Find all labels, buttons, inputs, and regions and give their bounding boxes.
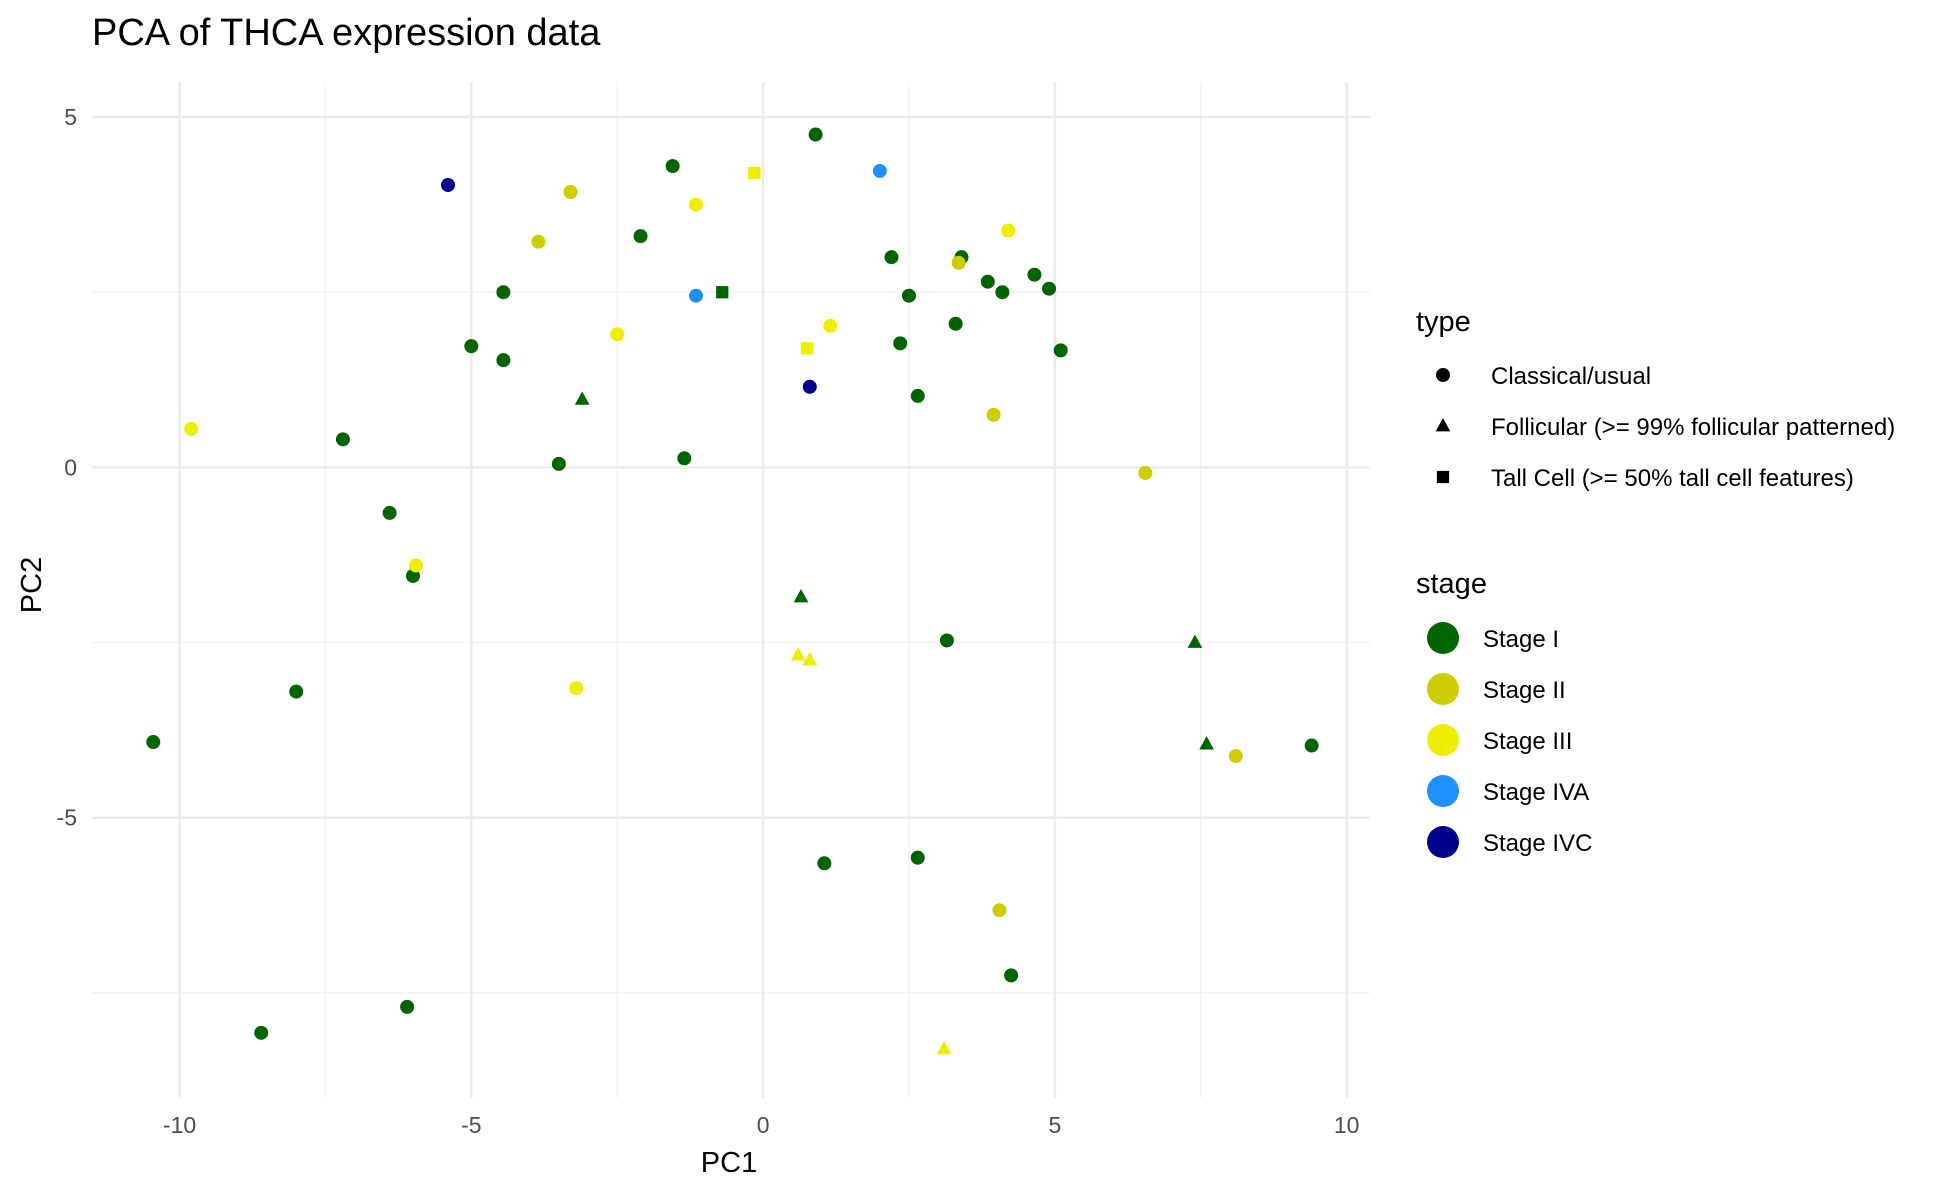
data-point: [716, 286, 729, 299]
legend-stage-key: [1427, 673, 1459, 705]
y-tick-label: 5: [64, 104, 77, 130]
data-point: [948, 316, 963, 331]
data-point: [992, 903, 1007, 918]
x-tick-label: 5: [1048, 1112, 1061, 1138]
data-point: [574, 391, 590, 405]
data-point: [633, 229, 648, 244]
data-point: [1228, 749, 1243, 764]
data-point: [688, 288, 703, 303]
data-point: [551, 456, 566, 471]
data-point: [995, 285, 1010, 300]
data-point: [289, 684, 304, 699]
chart-title: PCA of THCA expression data: [92, 12, 601, 54]
data-point: [440, 178, 455, 193]
data-point: [464, 339, 479, 354]
data-point: [802, 379, 817, 394]
legend-stage-label: Stage IVA: [1483, 779, 1589, 806]
legend-stage-title: stage: [1416, 568, 1487, 600]
legend-type-title: type: [1416, 306, 1471, 338]
legend-type-label: Classical/usual: [1491, 363, 1651, 390]
data-point: [986, 407, 1001, 422]
major-gridlines: [92, 82, 1370, 1098]
legend-stage-label: Stage I: [1483, 626, 1559, 653]
legend-type-key-square: [1436, 470, 1450, 484]
data-point: [884, 250, 899, 265]
data-point: [405, 568, 420, 583]
minor-gridlines: [92, 82, 1370, 1098]
legend-type: type Classical/usual Follicular (>= 99% fo…: [1416, 306, 1895, 492]
data-point: [802, 652, 818, 666]
data-point: [610, 327, 625, 342]
x-tick-label: -5: [461, 1112, 481, 1138]
legend-stage-key: [1427, 724, 1459, 756]
data-point: [563, 185, 578, 200]
data-point: [951, 255, 966, 270]
data-point: [1138, 465, 1153, 480]
legend-stage-key: [1427, 775, 1459, 807]
data-point: [531, 234, 546, 249]
data-point: [817, 856, 832, 871]
data-point: [793, 589, 809, 603]
legend-type-key-circle: [1436, 368, 1450, 382]
data-point: [910, 388, 925, 403]
data-point: [1053, 343, 1068, 358]
legend-stage-key: [1427, 622, 1459, 654]
legend-stage-label: Stage II: [1483, 677, 1566, 704]
data-point: [677, 451, 692, 466]
x-axis-title: PC1: [701, 1147, 757, 1179]
legend-type-label: Tall Cell (>= 50% tall cell features): [1491, 465, 1854, 492]
data-point: [800, 342, 813, 355]
data-point: [872, 163, 887, 178]
data-point: [335, 432, 350, 447]
data-point: [790, 647, 806, 661]
data-point: [1027, 267, 1042, 282]
data-point: [496, 285, 511, 300]
data-point: [1187, 634, 1203, 648]
data-point: [665, 159, 680, 174]
data-point: [1004, 968, 1019, 983]
legend-stage-label: Stage III: [1483, 728, 1572, 755]
data-point: [939, 633, 954, 648]
data-point: [688, 197, 703, 212]
data-point: [184, 421, 199, 436]
data-point: [910, 850, 925, 865]
y-tick-label: -5: [57, 805, 77, 831]
x-tick-label: 10: [1334, 1112, 1360, 1138]
data-point: [382, 505, 397, 520]
data-point: [1001, 223, 1016, 238]
data-points: [146, 127, 1319, 1055]
data-point: [400, 999, 415, 1014]
data-point: [569, 681, 584, 696]
x-axis-tick-labels: -10 -5 0 5 10: [163, 1112, 1360, 1138]
y-axis-tick-labels: -5 0 5: [57, 104, 77, 831]
y-tick-label: 0: [64, 454, 77, 480]
data-point: [980, 274, 995, 289]
data-point: [1199, 736, 1214, 750]
legend-stage: stage Stage I Stage II Stage III Stage IVA St…: [1416, 568, 1592, 858]
legend-stage-label: Stage IVC: [1483, 830, 1592, 857]
data-point: [901, 288, 916, 303]
data-point: [936, 1040, 952, 1055]
x-tick-label: 0: [757, 1112, 770, 1138]
legend-type-label: Follicular (>= 99% follicular patterned): [1491, 414, 1895, 441]
data-point: [893, 336, 908, 351]
data-point: [408, 558, 423, 573]
x-tick-label: -10: [163, 1112, 196, 1138]
data-point: [823, 318, 838, 333]
data-point: [496, 353, 511, 368]
data-point: [1042, 281, 1057, 296]
legend-stage-key: [1427, 826, 1459, 858]
y-axis-title: PC2: [16, 557, 48, 613]
data-point: [254, 1025, 269, 1040]
data-point: [808, 127, 823, 142]
data-point: [146, 735, 161, 750]
data-point: [748, 166, 761, 180]
data-point: [1304, 738, 1319, 753]
legend-type-key-triangle: [1435, 418, 1451, 432]
